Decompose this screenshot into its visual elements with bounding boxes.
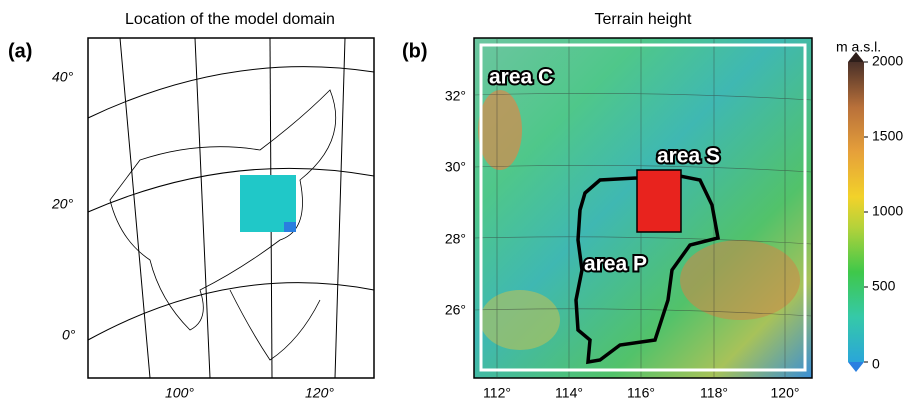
colorbar-tick-label: 2000 <box>872 53 903 69</box>
lat-label: 32° <box>445 88 466 104</box>
lat-label: 20° <box>51 196 74 212</box>
panel-label: (b) <box>402 40 428 62</box>
colorbar-ticks: 0 500 1000 1500 2000 <box>864 53 903 372</box>
lon-label: 118° <box>700 385 728 401</box>
lat-label: 30° <box>445 159 466 175</box>
lon-label: 120° <box>771 385 800 401</box>
lon-label: 112° <box>483 385 511 401</box>
lon-label: 120° <box>305 385 334 401</box>
lat-labels: 32° 30° 28° 26° <box>445 88 466 318</box>
panel-title: Terrain height <box>595 11 693 28</box>
lat-label: 26° <box>445 302 466 318</box>
colorbar <box>848 52 864 372</box>
lon-label: 116° <box>627 385 655 401</box>
colorbar-tick-label: 0 <box>872 356 880 372</box>
colorbar-tick-label: 500 <box>872 278 896 294</box>
area-label: area C <box>489 66 553 89</box>
figure: (a) Location of the model domain 40° 20° 0… <box>0 0 911 406</box>
colorbar-tick-label: 1500 <box>872 128 903 144</box>
colorbar-tick-label: 1000 <box>872 203 903 219</box>
panel-title: Location of the model domain <box>125 11 335 28</box>
area-label: area P <box>584 253 647 276</box>
lon-labels: 100° 120° <box>165 385 334 401</box>
map-a <box>88 38 374 378</box>
lon-label: 114° <box>555 385 583 401</box>
panel-label: (a) <box>8 40 32 62</box>
map-b <box>474 38 812 378</box>
lon-label: 100° <box>165 385 194 401</box>
lon-labels: 112° 114° 116° 118° 120° <box>483 385 799 401</box>
lat-label: 40° <box>52 69 74 85</box>
lat-label: 28° <box>445 231 466 247</box>
lat-label: 0° <box>62 327 76 343</box>
lat-labels: 40° 20° 0° <box>51 69 76 343</box>
area-label: area S <box>657 145 720 168</box>
